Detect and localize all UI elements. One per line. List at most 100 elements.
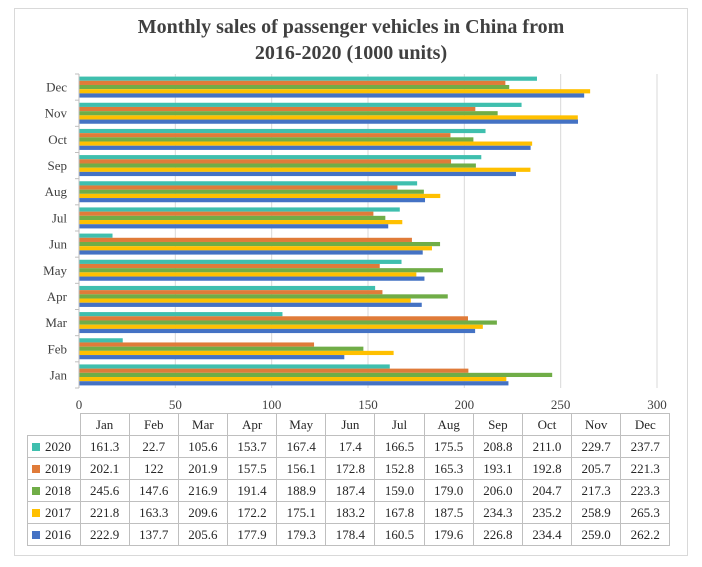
y-tick-label-jan: Jan <box>50 367 68 382</box>
table-row: 2017 221.8 163.3 209.6 172.2 175.1 183.2 167.8 1… <box>27 501 671 524</box>
table-cell-2018-mar: 216.9 <box>177 479 228 502</box>
table-series-label-2017: 2017 <box>27 501 81 524</box>
bar-apr-2016 <box>79 302 422 307</box>
bar-nov-2019 <box>79 106 476 112</box>
bar-feb-2016 <box>79 355 345 360</box>
bar-aug-2016 <box>79 198 426 203</box>
table-cell-2020-jun: 17.4 <box>325 435 376 458</box>
table-cell-2017-mar: 209.6 <box>177 501 228 524</box>
table-cell-2017-jul: 167.8 <box>374 501 425 524</box>
bar-jan-2018 <box>79 372 553 378</box>
bar-oct-2020 <box>79 128 486 134</box>
bar-aug-2020 <box>79 181 418 186</box>
table-cell-2017-dec: 265.3 <box>620 501 671 524</box>
table-cell-2019-sep: 193.1 <box>472 457 523 480</box>
bar-jul-2020 <box>79 207 400 212</box>
table-cell-2016-sep: 226.8 <box>472 523 523 546</box>
table-corner-cell <box>27 413 81 436</box>
table-cell-2020-mar: 105.6 <box>177 435 228 458</box>
table-cell-2018-sep: 206.0 <box>472 479 523 502</box>
table-header-row: Jan Feb Mar Apr May Jun Jul Aug Sep Oct Nov Dec <box>27 413 671 436</box>
bar-jun-2018 <box>79 241 441 247</box>
chart-title: Monthly sales of passenger vehicles in C… <box>0 14 702 66</box>
bar-nov-2017 <box>79 115 578 120</box>
table-cell-2020-jul: 166.5 <box>374 435 425 458</box>
table-cell-2020-jan: 161.3 <box>79 435 130 458</box>
table-series-label-2018: 2018 <box>27 479 81 502</box>
table-series-label-2020: 2020 <box>27 435 81 458</box>
bar-dec-2018 <box>79 84 510 90</box>
bar-apr-2017 <box>79 298 411 303</box>
bar-feb-2020 <box>79 338 123 343</box>
table-cell-2020-dec: 237.7 <box>620 435 671 458</box>
x-tick-label-50: 50 <box>169 397 182 412</box>
bar-feb-2017 <box>79 350 394 356</box>
table-cell-2019-apr: 157.5 <box>226 457 278 480</box>
table-cell-2019-jul: 152.8 <box>374 457 425 480</box>
bar-aug-2018 <box>79 189 424 194</box>
table-cell-2016-feb: 137.7 <box>128 523 179 546</box>
table-cell-2016-apr: 177.9 <box>226 523 278 546</box>
table-cell-2017-oct: 235.2 <box>521 501 573 524</box>
y-tick-label-nov: Nov <box>45 106 68 121</box>
bar-mar-2016 <box>79 328 476 334</box>
legend-key-2018 <box>32 486 40 495</box>
chart-title-line-1: Monthly sales of passenger vehicles in C… <box>137 16 565 38</box>
table-cell-2016-jun: 178.4 <box>325 523 376 546</box>
x-tick-label-250: 250 <box>551 397 571 412</box>
table-header-apr: Apr <box>226 413 278 436</box>
bar-sep-2019 <box>79 159 452 164</box>
table-cell-2020-oct: 211.0 <box>521 435 573 458</box>
table-header-oct: Oct <box>521 413 573 436</box>
y-tick-label-aug: Aug <box>45 184 68 199</box>
bar-jun-2020 <box>79 233 113 238</box>
table-cell-2020-apr: 153.7 <box>226 435 278 458</box>
bar-oct-2018 <box>79 137 474 142</box>
legend-key-2017 <box>32 508 40 517</box>
bar-may-2020 <box>79 259 402 264</box>
table-header-feb: Feb <box>128 413 179 436</box>
bar-apr-2018 <box>79 294 448 299</box>
bar-jul-2017 <box>79 220 403 225</box>
table-cell-2017-sep: 234.3 <box>472 501 523 524</box>
bar-jun-2016 <box>79 250 423 255</box>
bar-nov-2016 <box>79 119 579 124</box>
bar-may-2017 <box>79 272 417 277</box>
table-cell-2019-jan: 202.1 <box>79 457 130 480</box>
bar-dec-2020 <box>79 76 537 81</box>
table-cell-2018-jan: 245.6 <box>79 479 130 502</box>
bar-mar-2019 <box>79 316 468 321</box>
table-cell-2018-may: 188.9 <box>276 479 327 502</box>
table-cell-2018-aug: 179.0 <box>423 479 474 502</box>
table-cell-2019-aug: 165.3 <box>423 457 474 480</box>
bar-may-2018 <box>79 268 443 273</box>
table-cell-2018-jun: 187.4 <box>325 479 376 502</box>
y-tick-label-mar: Mar <box>45 315 67 330</box>
legend-key-2016 <box>32 530 40 539</box>
bar-sep-2017 <box>79 167 531 172</box>
bar-jan-2019 <box>79 368 469 373</box>
data-table: Jan Feb Mar Apr May Jun Jul Aug Sep Oct Nov Dec 202… <box>27 413 671 546</box>
bars <box>79 76 591 386</box>
table-header-jan: Jan <box>79 413 130 436</box>
table-cell-2019-may: 156.1 <box>276 457 327 480</box>
table-cell-2016-aug: 179.6 <box>423 523 474 546</box>
axes <box>75 73 80 389</box>
table-series-label-2019: 2019 <box>27 457 81 480</box>
bar-aug-2019 <box>79 185 398 190</box>
y-tick-label-feb: Feb <box>48 341 68 356</box>
bar-jun-2017 <box>79 246 432 251</box>
table-cell-2018-nov: 217.3 <box>571 479 622 502</box>
x-tick-label-150: 150 <box>358 397 378 412</box>
table-cell-2019-nov: 205.7 <box>571 457 622 480</box>
bar-oct-2017 <box>79 141 533 146</box>
bar-mar-2020 <box>79 312 283 317</box>
table-cell-2020-feb: 22.7 <box>128 435 179 458</box>
y-tick-label-sep: Sep <box>48 158 68 173</box>
table-series-label-2016: 2016 <box>27 523 81 546</box>
y-tick-label-oct: Oct <box>48 132 67 147</box>
table-cell-2017-feb: 163.3 <box>128 501 179 524</box>
table-row: 2016 222.9 137.7 205.6 177.9 179.3 178.4 160.5 1… <box>27 523 671 546</box>
bar-mar-2018 <box>79 320 497 325</box>
